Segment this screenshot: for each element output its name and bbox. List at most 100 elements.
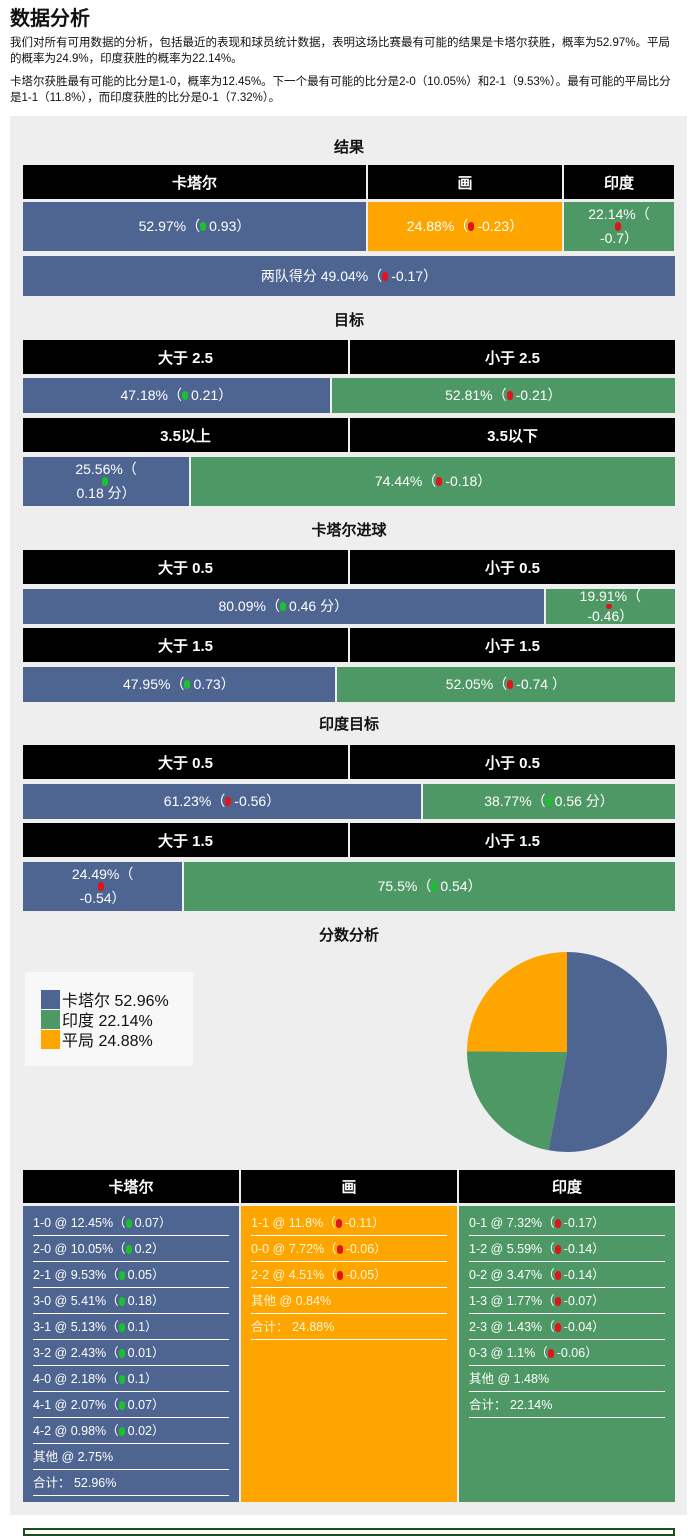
value-text: 74.44%（ [374, 473, 437, 489]
pie-slice [467, 952, 567, 1052]
value-text: 3-0 @ 5.41%（ [33, 1294, 119, 1308]
value-text: 4-0 @ 2.18%（ [33, 1372, 119, 1386]
legend-item: 卡塔尔 52.96% [41, 989, 193, 1010]
pie-legend: 卡塔尔 52.96% 印度 22.14% 平局 24.88% [25, 972, 193, 1066]
legend-item: 平局 24.88% [41, 1029, 193, 1050]
score-item: 2-0 @ 10.05%（ 0.2） [33, 1237, 229, 1262]
legend-label: 卡塔尔 52.96% [62, 993, 169, 1010]
section-title: 印度目标 [318, 716, 379, 733]
header-cell: 大于 1.5 [23, 823, 348, 857]
score-item: 1-1 @ 11.8%（ -0.11） [251, 1211, 447, 1236]
header-cell: 小于 2.5 [350, 340, 675, 374]
value-text: 两队得分 49.04%（ [260, 267, 383, 284]
value-text: 合计： 24.88% [251, 1320, 335, 1334]
column-body: 0-1 @ 7.32%（ -0.17） 1-2 @ 5.59%（ -0.14） 0-2 … [459, 1206, 675, 1502]
header-cell: 大于 2.5 [23, 340, 348, 374]
delta-text: -0.07） [563, 1294, 605, 1308]
value-text: 1-2 @ 5.59%（ [469, 1242, 555, 1256]
delta-text: 0.1） [127, 1372, 158, 1386]
score-item: 1-0 @ 12.45%（ 0.07） [33, 1211, 229, 1236]
header-cell: 大于 0.5 [23, 745, 348, 779]
score-item: 2-3 @ 1.43%（ -0.04） [469, 1315, 665, 1340]
market-cell: 52.81%（ -0.21） [331, 378, 675, 413]
delta-text: 0.18） [127, 1294, 165, 1308]
delta-text: 0.02） [127, 1424, 165, 1438]
market-header: 大于 1.5 小于 1.5 [23, 628, 675, 662]
arrow-down-icon [507, 680, 514, 689]
section-title: 目标 [333, 312, 364, 329]
arrow-up-icon [118, 1375, 125, 1384]
arrow-down-icon [554, 1271, 561, 1280]
market-cell: 19.91%（ -0.46） [545, 589, 675, 624]
value-text: 合计： 52.96% [33, 1476, 117, 1490]
legend-label: 印度 22.14% [62, 1013, 153, 1030]
delta-text: -0.11） [344, 1216, 385, 1230]
delta-text: -0.56） [234, 793, 281, 809]
value-text: 3-2 @ 2.43%（ [33, 1346, 119, 1360]
market-header: 大于 2.5 小于 2.5 [23, 340, 675, 374]
delta-text: 0.07） [134, 1216, 172, 1230]
value-text: 其他 @ 0.84% [251, 1294, 332, 1308]
delta-text: 0.1） [127, 1320, 158, 1334]
value-text: 3-1 @ 5.13%（ [33, 1320, 119, 1334]
score-item: 4-1 @ 2.07%（ 0.07） [33, 1393, 229, 1418]
legend-label: 平局 24.88% [62, 1033, 153, 1050]
value-text: 0-1 @ 7.32%（ [469, 1216, 555, 1230]
delta-text: -0.17） [391, 267, 438, 284]
value-text: 合计： 22.14% [469, 1398, 553, 1412]
arrow-up-icon [184, 680, 191, 689]
legend-swatch [41, 1029, 60, 1049]
score-item: 4-2 @ 0.98%（ 0.02） [33, 1419, 229, 1444]
score-item: 其他 @ 0.84% [251, 1289, 447, 1314]
header-cell: 3.5以上 [23, 418, 348, 452]
arrow-up-icon [118, 1271, 125, 1280]
market-cell: 25.56%（ 0.18 分） [23, 457, 190, 506]
score-item: 3-0 @ 5.41%（ 0.18） [33, 1289, 229, 1314]
value-text: 1-0 @ 12.45%（ [33, 1216, 126, 1230]
intro-paragraph: 我们对所有可用数据的分析，包括最近的表现和球员统计数据，表明这场比赛最有可能的结… [10, 37, 670, 65]
delta-text: 0.46 分） [288, 598, 349, 614]
delta-text: 0.07） [127, 1398, 165, 1412]
delta-text: -0.23） [477, 218, 524, 234]
value-text: 47.18%（ [120, 387, 182, 403]
market-header: 大于 0.5 小于 0.5 [23, 550, 675, 584]
score-item: 合计： 52.96% [33, 1471, 229, 1496]
arrow-up-icon [181, 391, 188, 400]
delta-text: -0.17） [563, 1216, 605, 1230]
arrow-down-icon [98, 882, 105, 891]
header-cell: 大于 0.5 [23, 550, 348, 584]
value-text: 2-3 @ 1.43%（ [469, 1320, 555, 1334]
delta-text: 0.01） [127, 1346, 165, 1360]
arrow-up-icon [431, 882, 438, 891]
delta-text: -0.14） [563, 1268, 605, 1282]
header-cell: 画 [368, 165, 562, 199]
score-item: 4-0 @ 2.18%（ 0.1） [33, 1367, 229, 1392]
score-item: 0-2 @ 3.47%（ -0.14） [469, 1263, 665, 1288]
score-column: 卡塔尔 1-0 @ 12.45%（ 0.07） 2-0 @ 10.05%（ 0.2） 2-… [23, 1170, 239, 1502]
score-item: 0-0 @ 7.72%（ -0.06） [251, 1237, 447, 1262]
analysis-panel: 结果 卡塔尔画印度 52.97%（ 0.93） 24.88%（ -0.23） 22.14%（… [10, 116, 687, 1515]
arrow-up-icon [200, 222, 207, 231]
footer-box [23, 1528, 675, 1536]
market-values: 47.95%（ 0.73） 52.05%（ -0.74 ） [23, 667, 675, 702]
market-cell: 24.49%（ -0.54） [23, 862, 183, 911]
score-item: 2-2 @ 4.51%（ -0.05） [251, 1263, 447, 1288]
value-text: 24.49%（ [71, 866, 134, 882]
header-cell: 小于 0.5 [350, 550, 675, 584]
arrow-down-icon [547, 1349, 554, 1358]
value-text: 52.97%（ [138, 218, 201, 234]
delta-text: 0.05） [127, 1268, 165, 1282]
value-text: 0-2 @ 3.47%（ [469, 1268, 555, 1282]
market-cell: 74.44%（ -0.18） [191, 457, 675, 506]
arrow-down-icon [554, 1219, 561, 1228]
market-header: 大于 0.5 小于 0.5 [23, 745, 675, 779]
score-item: 0-3 @ 1.1%（ -0.06） [469, 1341, 665, 1366]
score-item: 3-1 @ 5.13%（ 0.1） [33, 1315, 229, 1340]
arrow-down-icon [336, 1271, 343, 1280]
arrow-down-icon [468, 222, 475, 231]
delta-text: -0.05） [345, 1268, 387, 1282]
arrow-down-icon [554, 1323, 561, 1332]
value-text: 0-3 @ 1.1%（ [469, 1346, 548, 1360]
result-cell: 52.97%（ 0.93） [23, 202, 366, 251]
delta-text: 0.93） [209, 218, 251, 234]
